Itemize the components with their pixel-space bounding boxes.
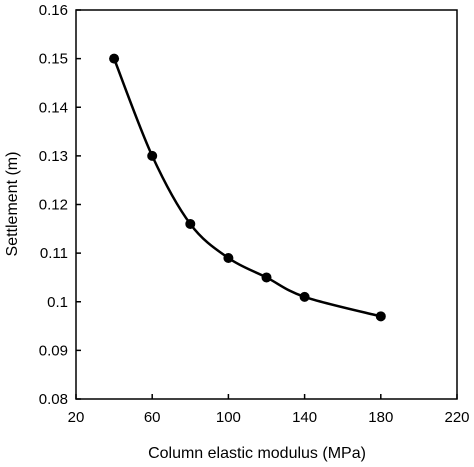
x-tick-label: 140 bbox=[292, 409, 317, 426]
y-tick-label: 0.11 bbox=[40, 245, 68, 262]
y-tick-label: 0.09 bbox=[39, 342, 68, 359]
x-tick-label: 60 bbox=[144, 409, 161, 426]
axis-ticks: 20 60 100 140 180 220 0.08 0.09 0.1 0.11 0.12 0.13 0… bbox=[39, 2, 470, 426]
data-point bbox=[109, 53, 120, 64]
data-point bbox=[147, 150, 158, 161]
plot-frame bbox=[75, 9, 458, 400]
y-tick-label: 0.1 bbox=[47, 294, 68, 311]
x-tick-label: 180 bbox=[368, 409, 393, 426]
y-tick-label: 0.14 bbox=[39, 99, 68, 116]
data-point bbox=[375, 311, 386, 322]
y-tick-label: 0.16 bbox=[39, 2, 68, 19]
data-point bbox=[223, 252, 234, 263]
series-layer bbox=[109, 53, 386, 322]
data-point bbox=[261, 272, 272, 283]
y-axis-title: Settlement (m) bbox=[4, 152, 21, 257]
x-tick-label: 220 bbox=[444, 409, 469, 426]
data-point bbox=[299, 291, 310, 302]
x-axis-title: Column elastic modulus (MPa) bbox=[148, 445, 366, 462]
series-line bbox=[112, 58, 382, 318]
y-tick-label: 0.12 bbox=[39, 197, 68, 214]
y-tick-label: 0.08 bbox=[39, 391, 68, 408]
data-point bbox=[185, 218, 196, 229]
plot-area bbox=[75, 9, 458, 400]
y-tick-label: 0.15 bbox=[39, 51, 68, 68]
x-tick-label: 20 bbox=[68, 409, 85, 426]
y-tick-label: 0.13 bbox=[39, 148, 68, 165]
x-tick-label: 100 bbox=[216, 409, 241, 426]
